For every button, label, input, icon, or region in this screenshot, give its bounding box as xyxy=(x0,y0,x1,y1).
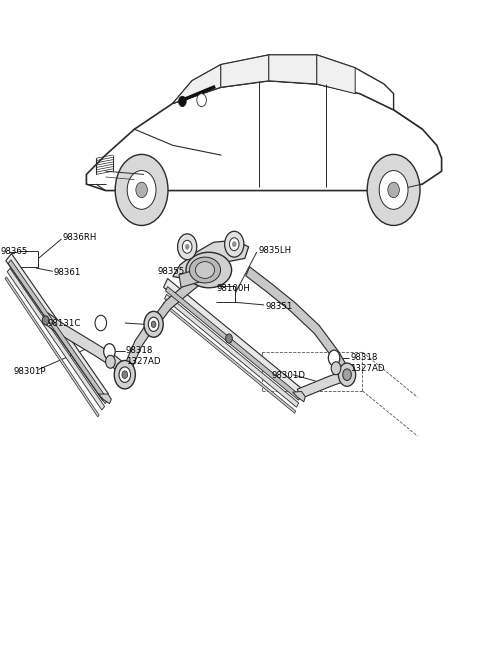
Polygon shape xyxy=(151,276,199,328)
Polygon shape xyxy=(7,268,105,410)
Polygon shape xyxy=(179,269,199,287)
Polygon shape xyxy=(165,295,299,407)
Polygon shape xyxy=(98,394,111,404)
Circle shape xyxy=(379,171,408,209)
Circle shape xyxy=(148,317,159,331)
Text: 98100H: 98100H xyxy=(217,284,251,293)
Polygon shape xyxy=(6,254,108,401)
Text: 9835LH: 9835LH xyxy=(258,246,291,255)
Circle shape xyxy=(178,234,197,260)
Text: 98301D: 98301D xyxy=(271,371,305,380)
Circle shape xyxy=(104,344,115,359)
Text: 1327AD: 1327AD xyxy=(350,364,385,373)
Text: 98355: 98355 xyxy=(157,267,185,276)
Circle shape xyxy=(328,350,340,366)
Text: 98361: 98361 xyxy=(54,268,81,277)
Circle shape xyxy=(232,242,236,247)
Polygon shape xyxy=(164,278,300,397)
Circle shape xyxy=(120,368,128,379)
Text: 98301P: 98301P xyxy=(13,367,46,376)
Ellipse shape xyxy=(189,257,221,283)
Polygon shape xyxy=(163,302,296,413)
Circle shape xyxy=(182,240,192,253)
Polygon shape xyxy=(221,55,269,87)
Polygon shape xyxy=(293,391,305,402)
Circle shape xyxy=(338,363,356,386)
Circle shape xyxy=(122,371,128,379)
Polygon shape xyxy=(173,65,221,103)
Circle shape xyxy=(343,369,351,380)
Circle shape xyxy=(95,315,107,331)
Polygon shape xyxy=(317,55,355,94)
Ellipse shape xyxy=(186,253,232,288)
Polygon shape xyxy=(44,313,128,375)
Text: 98351: 98351 xyxy=(265,302,293,311)
Circle shape xyxy=(151,321,156,328)
Text: 98318: 98318 xyxy=(350,353,378,362)
Circle shape xyxy=(226,334,232,343)
Circle shape xyxy=(197,94,206,107)
Circle shape xyxy=(136,182,147,198)
Polygon shape xyxy=(5,277,99,417)
Circle shape xyxy=(119,367,131,382)
Circle shape xyxy=(229,238,239,251)
Text: 9836RH: 9836RH xyxy=(62,233,97,242)
Text: 98131C: 98131C xyxy=(47,318,81,328)
Polygon shape xyxy=(269,55,317,84)
Circle shape xyxy=(388,182,399,198)
Polygon shape xyxy=(166,287,300,400)
Circle shape xyxy=(331,362,341,375)
Circle shape xyxy=(106,355,115,368)
Text: 98318: 98318 xyxy=(126,346,153,355)
Circle shape xyxy=(367,154,420,225)
Text: 1327AD: 1327AD xyxy=(126,357,160,366)
Circle shape xyxy=(114,360,135,389)
Text: 98365: 98365 xyxy=(1,247,28,256)
Polygon shape xyxy=(173,55,394,110)
Circle shape xyxy=(42,316,49,325)
Circle shape xyxy=(115,362,132,385)
Circle shape xyxy=(127,171,156,209)
Polygon shape xyxy=(298,370,348,399)
Polygon shape xyxy=(173,240,249,281)
Circle shape xyxy=(179,96,186,107)
Polygon shape xyxy=(86,81,442,191)
Circle shape xyxy=(185,244,189,249)
Polygon shape xyxy=(246,267,350,378)
Polygon shape xyxy=(8,260,108,404)
Ellipse shape xyxy=(195,262,215,278)
Polygon shape xyxy=(121,320,155,377)
Circle shape xyxy=(115,154,168,225)
Circle shape xyxy=(225,231,244,257)
Circle shape xyxy=(144,311,163,337)
